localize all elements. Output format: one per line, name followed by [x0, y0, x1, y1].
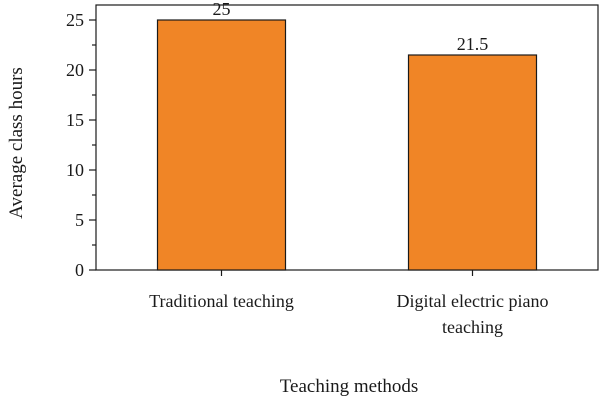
x-axis-title: Teaching methods — [280, 376, 419, 397]
bar — [407, 54, 538, 271]
y-axis: 0 5 10 15 20 25 — [66, 10, 96, 280]
x-tick-label: Traditional teaching — [149, 291, 294, 311]
x-tick-label: Digital electric piano teaching — [397, 291, 549, 337]
bar-value-label: 25 — [213, 0, 231, 19]
bar-value-label: 21.5 — [457, 34, 489, 54]
y-tick-label: 20 — [66, 60, 84, 80]
y-tick-label: 25 — [66, 10, 84, 30]
y-axis-title: Average class hours — [6, 67, 27, 219]
x-axis: Traditional teaching Digital electric pia… — [149, 270, 548, 337]
bars — [156, 19, 538, 271]
data-labels: 25 21.5 — [213, 0, 489, 54]
plot-area — [95, 4, 599, 271]
y-tick-label: 0 — [75, 260, 84, 280]
bar — [156, 19, 287, 271]
y-tick-label: 10 — [66, 160, 84, 180]
y-tick-label: 5 — [75, 210, 84, 230]
y-tick-label: 15 — [66, 110, 84, 130]
plot-frame — [95, 4, 599, 271]
